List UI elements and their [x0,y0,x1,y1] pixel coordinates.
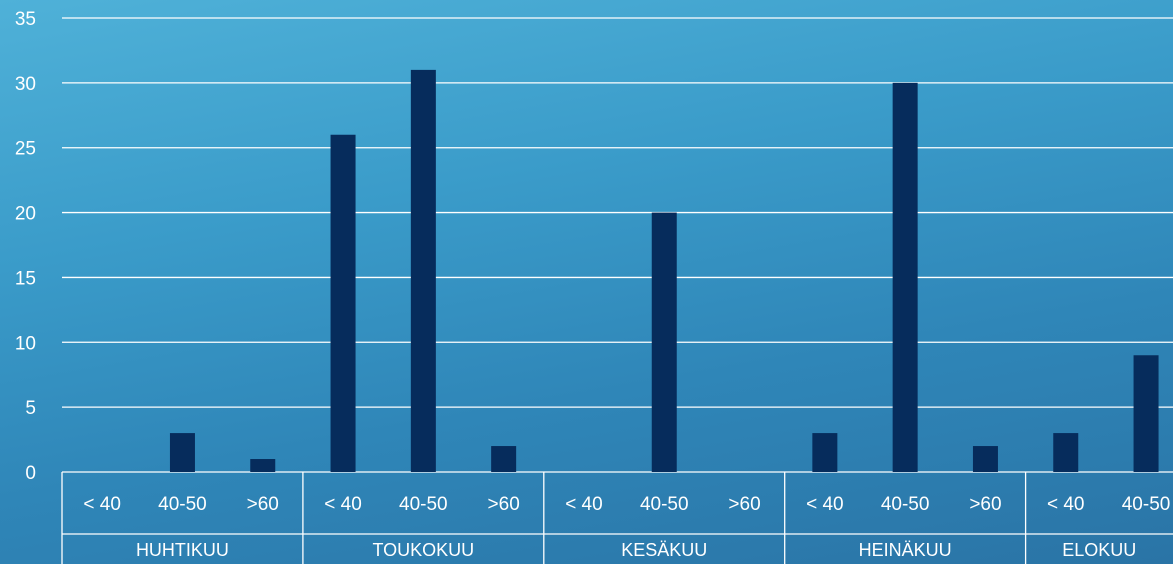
x-category-label: 40-50 [640,494,689,515]
y-tick-label: 10 [15,333,36,354]
y-tick-label: 15 [15,268,36,289]
x-category-label: 40-50 [1122,494,1171,515]
x-category-label: >60 [728,494,760,515]
bar [491,446,517,472]
y-tick-label: 25 [15,139,36,160]
bar [812,433,838,472]
x-group-label: ELOKUU [1062,540,1136,560]
x-category-label: 40-50 [399,494,448,515]
bar [330,134,356,472]
y-tick-label: 30 [15,74,36,95]
x-category-label: >60 [969,494,1001,515]
x-category-label: < 40 [806,494,844,515]
bar [1053,433,1079,472]
x-category-label: < 40 [1047,494,1085,515]
bar [892,82,918,472]
bar [410,69,436,472]
y-tick-label: 35 [15,9,36,30]
x-category-label: 40-50 [158,494,207,515]
x-group-label: HEINÄKUU [859,540,952,560]
y-tick-label: 5 [25,398,36,419]
bar [972,446,998,472]
y-tick-label: 0 [25,463,36,484]
y-tick-label: 20 [15,204,36,225]
x-category-label: < 40 [565,494,603,515]
x-category-label: 40-50 [881,494,930,515]
bar [1133,355,1159,472]
x-group-label: TOUKOKUU [373,540,475,560]
x-category-label: < 40 [83,494,121,515]
bar [169,433,195,472]
x-category-label: < 40 [324,494,362,515]
x-group-label: HUHTIKUU [136,540,229,560]
bar [651,212,677,473]
x-category-label: >60 [488,494,520,515]
x-category-label: >60 [247,494,279,515]
bar [250,459,276,472]
x-group-label: KESÄKUU [621,540,707,560]
